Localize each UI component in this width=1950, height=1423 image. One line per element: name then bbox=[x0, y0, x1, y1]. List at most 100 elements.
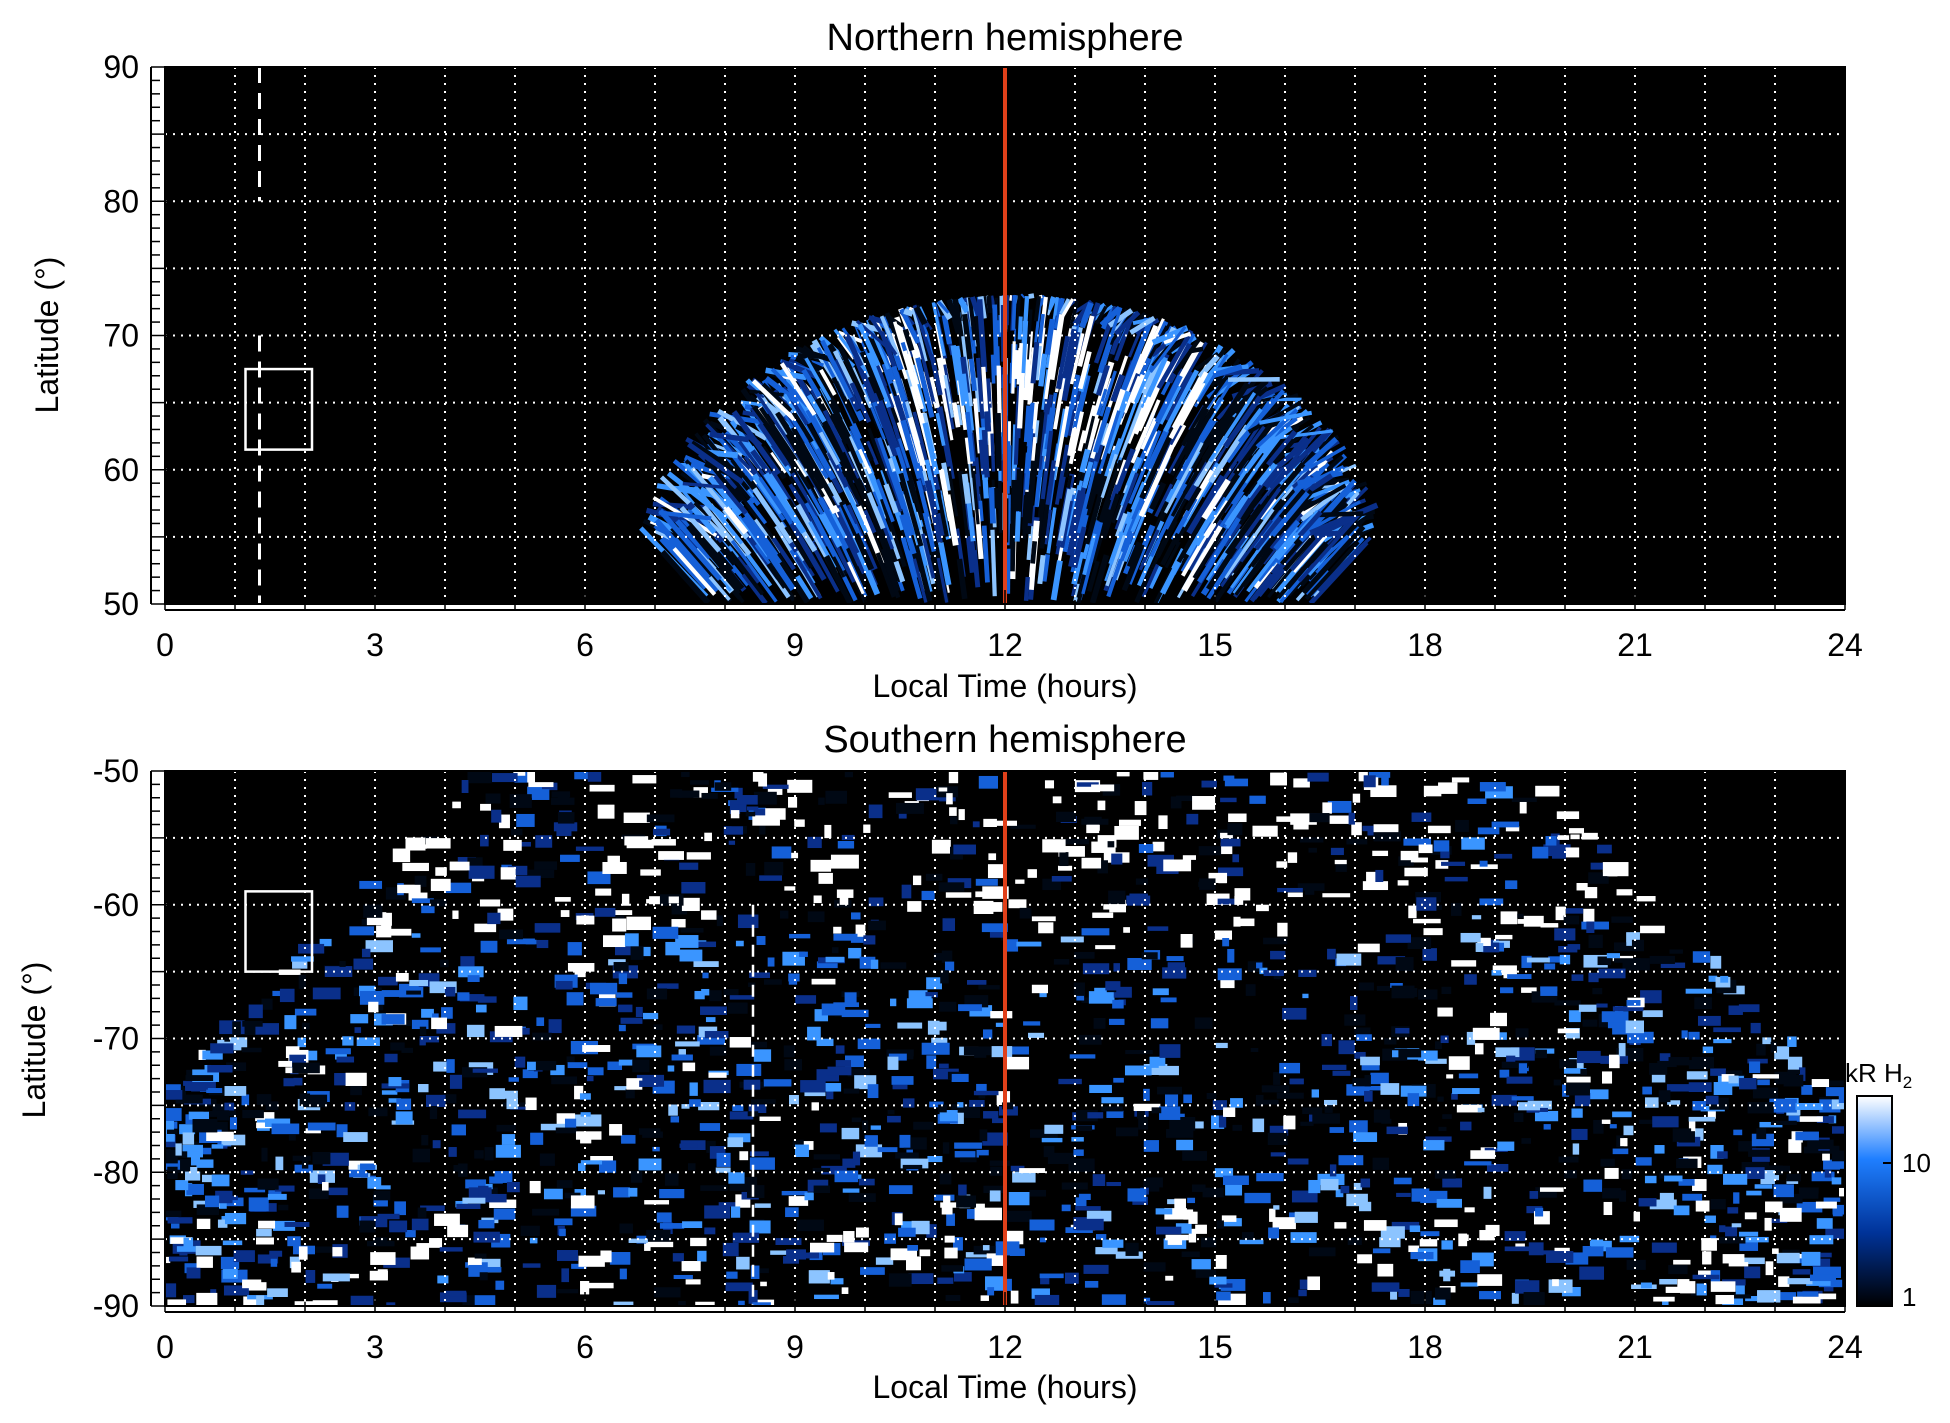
x-tick-label: 21 bbox=[1617, 627, 1653, 663]
emission-cell bbox=[574, 1085, 584, 1100]
emission-cell bbox=[759, 875, 783, 881]
emission-cell bbox=[242, 1279, 262, 1289]
emission-cell bbox=[1370, 785, 1397, 798]
emission-cell bbox=[535, 835, 553, 848]
emission-cell bbox=[939, 1173, 952, 1185]
emission-cell bbox=[825, 956, 845, 963]
emission-cell bbox=[1093, 1017, 1106, 1029]
emission-cell bbox=[379, 990, 407, 997]
emission-cell bbox=[1411, 812, 1432, 822]
emission-stroke bbox=[1084, 417, 1100, 453]
emission-cell bbox=[1113, 1077, 1124, 1083]
emission-cell bbox=[383, 1257, 410, 1268]
emission-cell bbox=[291, 956, 314, 962]
emission-cell bbox=[1115, 1127, 1139, 1137]
emission-stroke bbox=[921, 533, 936, 579]
emission-cell bbox=[1460, 1260, 1480, 1274]
emission-cell bbox=[1218, 1115, 1227, 1128]
emission-cell bbox=[1514, 1280, 1540, 1294]
colorbar-tick-label-10: 10 bbox=[1902, 1148, 1931, 1178]
emission-cell bbox=[1127, 1188, 1147, 1202]
emission-stroke bbox=[931, 302, 946, 357]
emission-cell bbox=[1769, 1098, 1797, 1113]
emission-cell bbox=[368, 1107, 388, 1117]
emission-cell bbox=[1146, 1301, 1175, 1306]
emission-cell bbox=[1409, 1225, 1421, 1233]
emission-stroke bbox=[785, 433, 826, 498]
y-tick-label: 60 bbox=[103, 452, 139, 488]
emission-stroke bbox=[957, 470, 972, 546]
emission-cell bbox=[1358, 771, 1368, 782]
emission-cell bbox=[950, 816, 958, 825]
emission-cell bbox=[1087, 1112, 1104, 1119]
emission-cell bbox=[1294, 1211, 1318, 1223]
emission-stroke bbox=[1008, 523, 1016, 572]
emission-cell bbox=[941, 1204, 953, 1215]
emission-cell bbox=[350, 1085, 362, 1096]
emission-cell bbox=[1540, 986, 1558, 996]
emission-cell bbox=[1322, 893, 1351, 898]
emission-cell bbox=[377, 1269, 388, 1279]
emission-cell bbox=[1596, 1003, 1608, 1008]
emission-cell bbox=[1418, 844, 1433, 854]
southern-y-axis-label: Latitude (°) bbox=[16, 962, 52, 1119]
emission-stroke bbox=[1033, 295, 1041, 322]
emission-cell bbox=[1685, 988, 1712, 994]
emission-cell bbox=[1180, 934, 1193, 948]
emission-cell bbox=[618, 1024, 626, 1032]
emission-cell bbox=[621, 1135, 636, 1144]
emission-stroke bbox=[1266, 430, 1298, 467]
emission-cell bbox=[212, 1110, 235, 1116]
emission-cell bbox=[1813, 1252, 1832, 1258]
emission-cell bbox=[1223, 1175, 1249, 1185]
emission-cell bbox=[1515, 913, 1524, 918]
emission-cell bbox=[897, 1022, 923, 1029]
emission-cell bbox=[444, 1290, 467, 1297]
emission-cell bbox=[1553, 1079, 1561, 1086]
emission-cell bbox=[1799, 1189, 1819, 1199]
emission-cell bbox=[682, 1221, 703, 1229]
emission-cell bbox=[979, 1129, 988, 1142]
x-tick-label: 24 bbox=[1827, 627, 1863, 663]
emission-cell bbox=[1106, 1182, 1122, 1187]
emission-cell bbox=[1728, 1075, 1739, 1084]
emission-cell bbox=[457, 992, 470, 1001]
emission-cell bbox=[1116, 771, 1130, 777]
emission-cell bbox=[179, 1250, 188, 1256]
x-tick-label: 3 bbox=[366, 627, 384, 663]
emission-cell bbox=[964, 1258, 992, 1271]
emission-cell bbox=[1752, 1087, 1779, 1099]
emission-cell bbox=[701, 792, 718, 799]
emission-stroke bbox=[936, 357, 949, 389]
emission-cell bbox=[461, 780, 469, 793]
emission-cell bbox=[1232, 1124, 1242, 1131]
emission-cell bbox=[1346, 1084, 1370, 1096]
emission-cell bbox=[429, 1105, 438, 1120]
emission-cell bbox=[1086, 1210, 1112, 1222]
emission-cell bbox=[1225, 1184, 1243, 1196]
emission-cell bbox=[1297, 883, 1325, 891]
emission-cell bbox=[1515, 1028, 1529, 1038]
emission-cell bbox=[477, 996, 497, 1003]
emission-cell bbox=[267, 1288, 288, 1297]
emission-cell bbox=[783, 1045, 795, 1058]
emission-cell bbox=[912, 875, 922, 886]
emission-cell bbox=[945, 892, 972, 898]
emission-cell bbox=[749, 1157, 775, 1170]
reference-box bbox=[244, 367, 314, 451]
emission-cell bbox=[690, 1237, 707, 1247]
emission-cell bbox=[1107, 841, 1115, 848]
emission-stroke bbox=[761, 382, 793, 413]
emission-cell bbox=[527, 771, 536, 783]
emission-cell bbox=[852, 1151, 861, 1166]
emission-stroke bbox=[744, 551, 773, 588]
emission-cell bbox=[1298, 1289, 1307, 1297]
emission-cell bbox=[1598, 968, 1626, 979]
emission-cell bbox=[646, 1229, 671, 1243]
emission-stroke bbox=[731, 410, 781, 476]
emission-cell bbox=[554, 1218, 573, 1226]
emission-cell bbox=[938, 1104, 947, 1113]
emission-cell bbox=[1467, 798, 1487, 804]
emission-stroke bbox=[823, 554, 853, 604]
emission-stroke bbox=[1055, 405, 1070, 468]
